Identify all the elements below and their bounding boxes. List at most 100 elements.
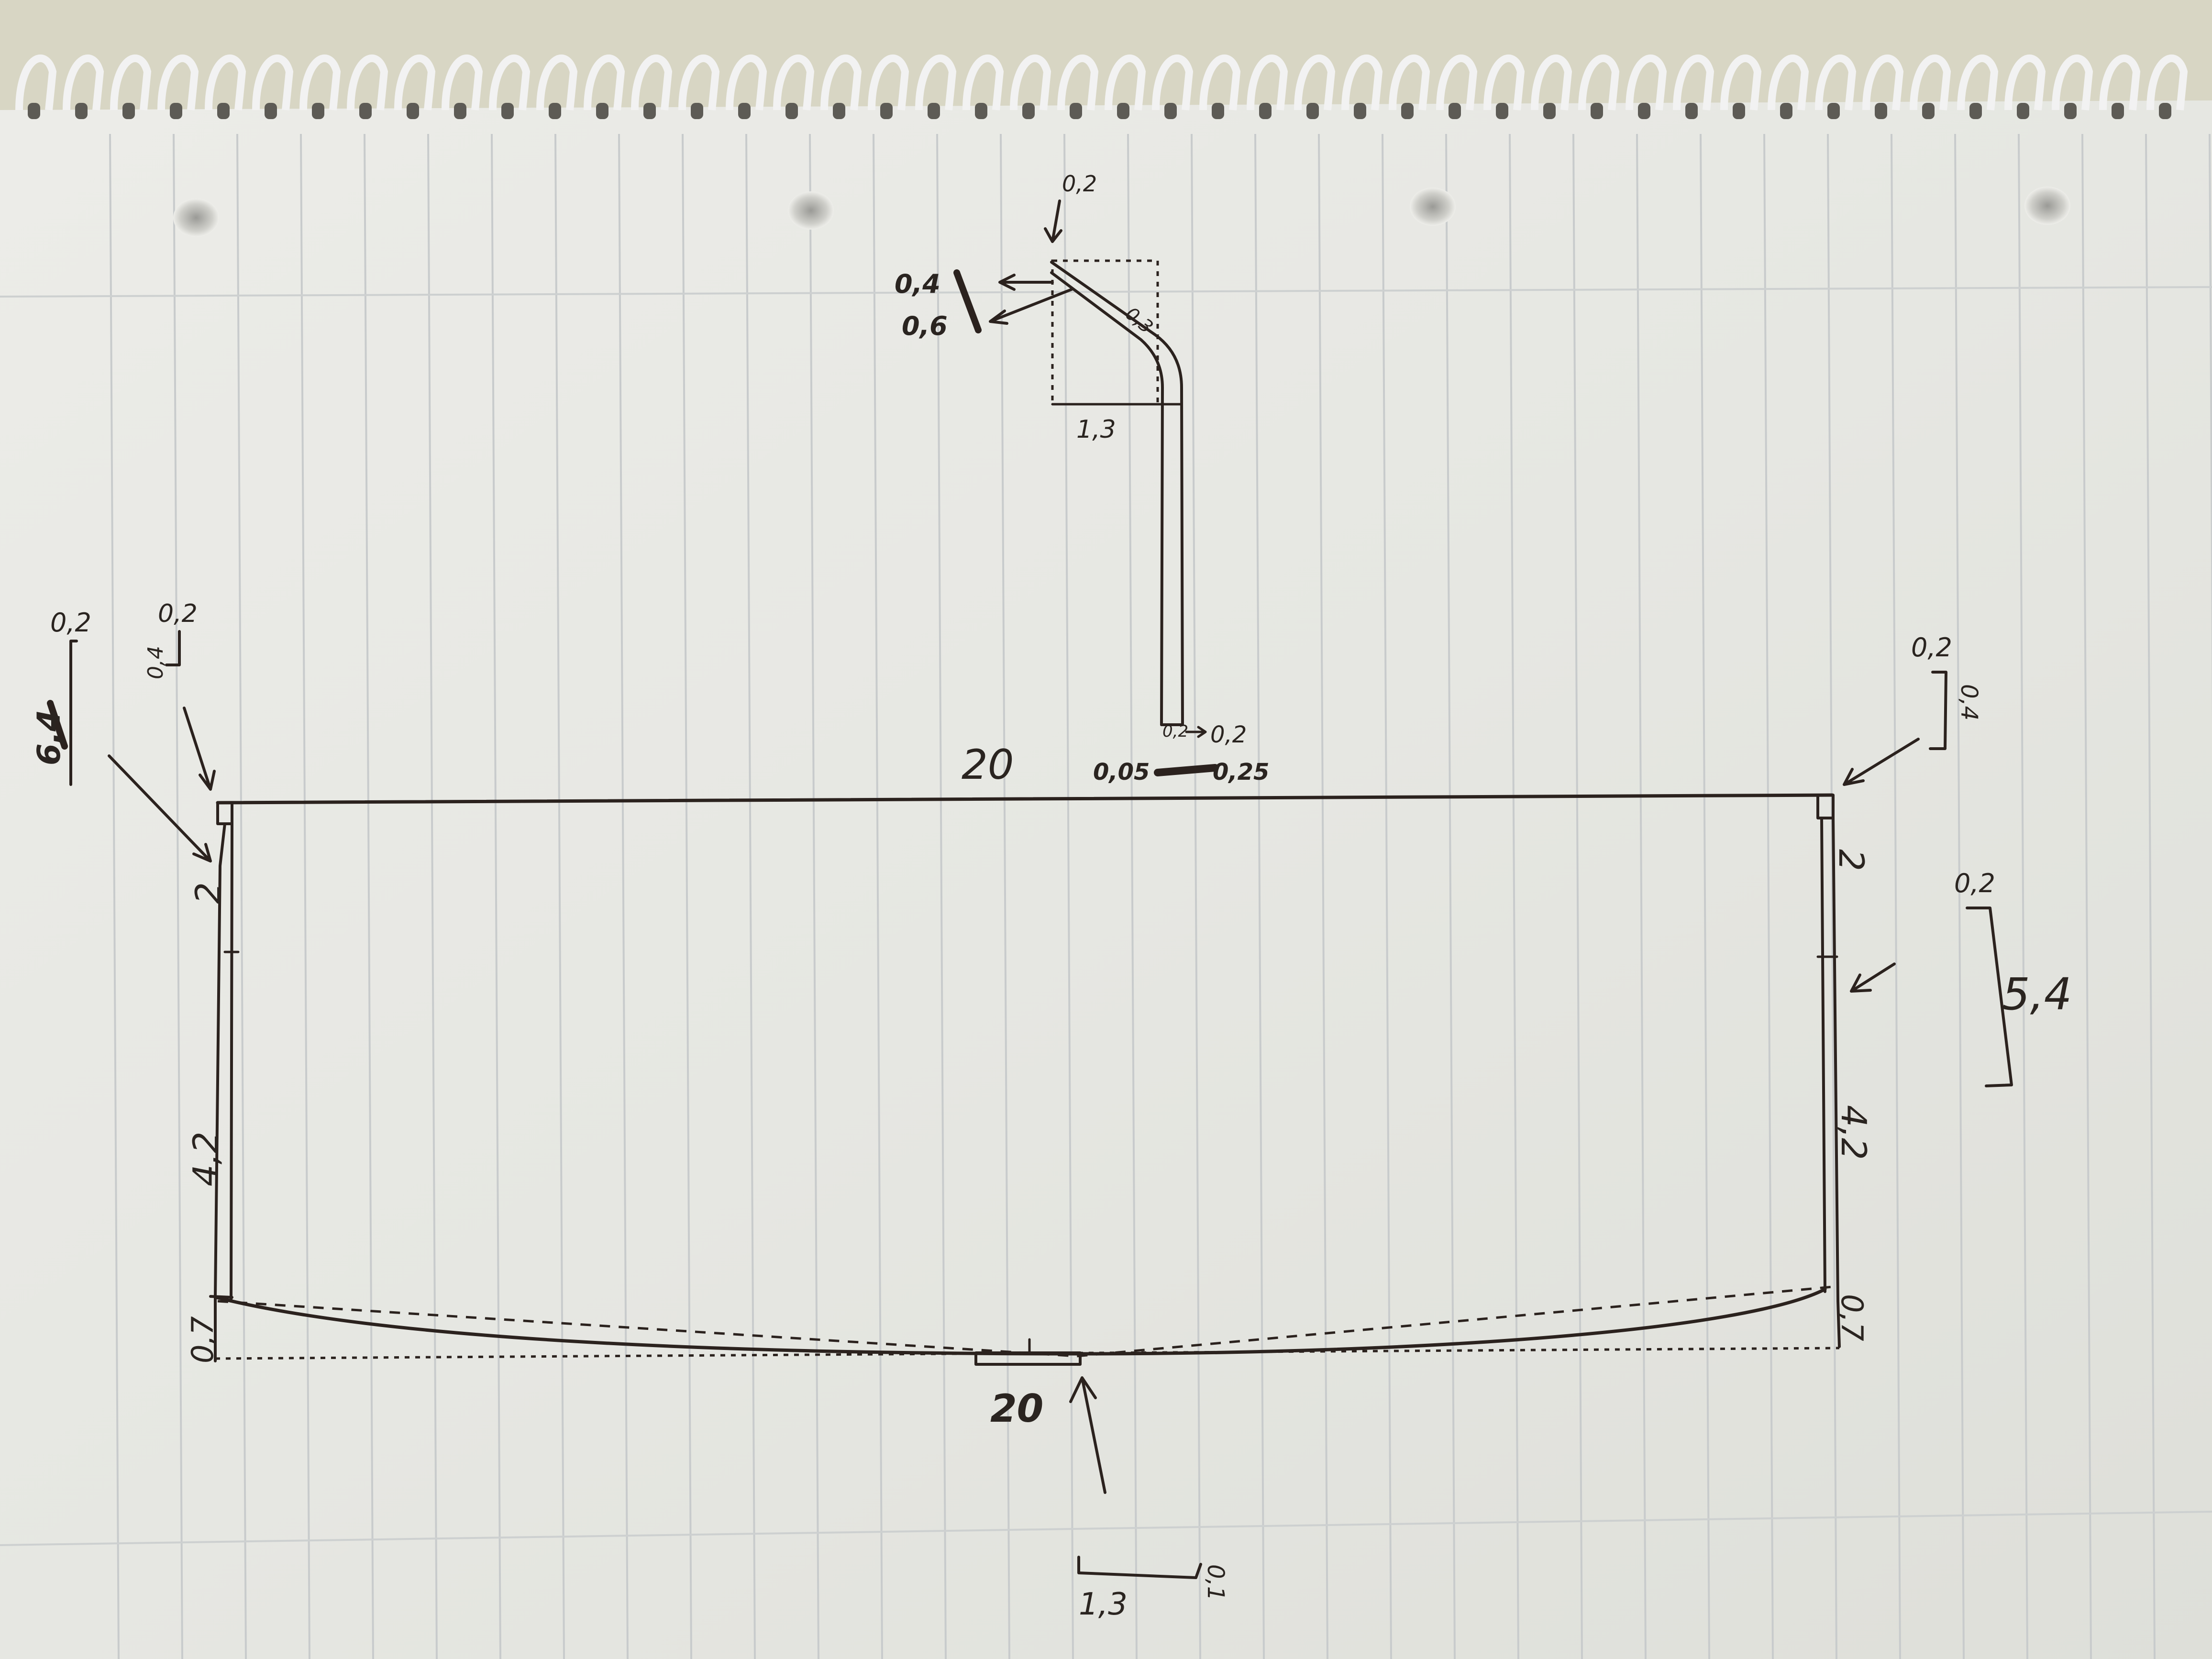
ruled-line bbox=[618, 133, 629, 1659]
label-bottom-detail-width: 1,3 bbox=[1079, 1587, 1128, 1622]
spiral-coil bbox=[2099, 55, 2141, 111]
binding-hole bbox=[2159, 103, 2171, 119]
spiral-coil bbox=[1389, 55, 1430, 111]
spiral-coil bbox=[678, 55, 720, 111]
spiral-coil bbox=[157, 55, 199, 111]
binding-hole bbox=[785, 103, 798, 119]
binding-hole bbox=[2064, 103, 2077, 119]
spiral-coil bbox=[1436, 55, 1478, 111]
spiral-coil bbox=[1341, 55, 1383, 111]
binding-hole bbox=[2112, 103, 2124, 119]
clip-foot-arrow bbox=[1185, 726, 1207, 738]
punch-hole bbox=[173, 199, 219, 237]
binding-hole bbox=[643, 103, 656, 119]
spiral-coil bbox=[299, 55, 341, 111]
binding-hole bbox=[1733, 103, 1745, 119]
binding-hole bbox=[1496, 103, 1508, 119]
label-right-small-height: 0,4 bbox=[1956, 684, 1982, 720]
binding-hole bbox=[312, 103, 324, 119]
label-clip-top: 0,2 bbox=[1062, 171, 1097, 197]
bottom-arrow bbox=[1069, 1376, 1106, 1494]
spiral-coil bbox=[1010, 55, 1051, 111]
ruled-line bbox=[300, 133, 310, 1659]
binding-hole bbox=[691, 103, 703, 119]
clip-profile bbox=[47, 199, 1219, 776]
binding-hole bbox=[454, 103, 466, 119]
ruled-line bbox=[2145, 133, 2156, 1659]
binding-hole bbox=[122, 103, 135, 119]
dashed-bottom bbox=[217, 1285, 1833, 1358]
spiral-coil bbox=[489, 55, 531, 111]
spiral-coil bbox=[868, 55, 909, 111]
label-clip-foot-right: 0,2 bbox=[1210, 721, 1247, 748]
bottom-center-piece bbox=[974, 1351, 1082, 1366]
label-right-detail-height: 5,4 bbox=[2002, 969, 2072, 1020]
left-wall-base bbox=[209, 1295, 233, 1299]
ruled-line bbox=[1318, 133, 1328, 1659]
binding-hole bbox=[549, 103, 561, 119]
label-left-bottom-gap: 0,7 bbox=[185, 1316, 220, 1363]
label-clip-outer-1: 0,4 bbox=[895, 269, 940, 299]
ruled-line bbox=[1382, 133, 1392, 1659]
spiral-coil bbox=[1057, 55, 1099, 111]
spiral-coil bbox=[2052, 55, 2093, 111]
label-top-width: 20 bbox=[962, 741, 1014, 789]
ruled-line bbox=[1827, 133, 1837, 1659]
paper-sheet bbox=[0, 100, 2212, 1659]
ruled-line bbox=[1509, 133, 1519, 1659]
spiral-coil bbox=[1105, 55, 1146, 111]
label-left-wall-lower: 4,2 bbox=[186, 1131, 226, 1186]
label-right-wall-lower: 4,2 bbox=[1834, 1105, 1874, 1160]
notebook-page bbox=[0, 100, 2212, 1659]
spiral-coil bbox=[252, 55, 294, 111]
spiral-coil bbox=[1862, 55, 1904, 111]
binding-hole bbox=[1969, 103, 1982, 119]
binding-hole bbox=[1685, 103, 1698, 119]
ruled-line bbox=[1700, 133, 1710, 1659]
binding-hole bbox=[1780, 103, 1792, 119]
binding-hole bbox=[596, 103, 608, 119]
spiral-coil bbox=[394, 55, 436, 111]
spiral-coil bbox=[1152, 55, 1194, 111]
binding-hole bbox=[1638, 103, 1650, 119]
ruled-line bbox=[1572, 133, 1583, 1659]
binding-hole bbox=[217, 103, 230, 119]
left-wall-inner bbox=[230, 822, 233, 1303]
label-clip-foot-bottom: 0,25 bbox=[1213, 759, 1269, 785]
left-small-bracket bbox=[165, 630, 181, 666]
spiral-coil bbox=[2004, 55, 2046, 111]
binding-hole bbox=[928, 103, 940, 119]
ruled-line bbox=[1000, 133, 1010, 1659]
spiral-coil bbox=[347, 55, 388, 111]
spiral-coil bbox=[962, 55, 1004, 111]
scribble-mark bbox=[47, 700, 68, 750]
ruled-line bbox=[745, 133, 756, 1659]
label-right-bottom-gap: 0,7 bbox=[1835, 1294, 1869, 1341]
label-left-small-height: 0,4 bbox=[144, 646, 168, 679]
label-clip-angle: 0,2 bbox=[1162, 722, 1188, 741]
ruled-line bbox=[682, 133, 692, 1659]
binding-hole bbox=[407, 103, 419, 119]
spiral-coil bbox=[820, 55, 862, 111]
punch-holes bbox=[173, 187, 2070, 237]
binding-hole bbox=[359, 103, 372, 119]
spiral-coil bbox=[1199, 55, 1241, 111]
ruled-line bbox=[936, 133, 947, 1659]
left-arrow-1 bbox=[108, 754, 212, 863]
spiral-coil bbox=[1626, 55, 1667, 111]
binding-hole bbox=[1022, 103, 1035, 119]
ruled-line bbox=[173, 133, 183, 1659]
spiral-coil bbox=[726, 55, 767, 111]
ruled-line bbox=[1954, 133, 1965, 1659]
page-fold-line bbox=[0, 1511, 2212, 1546]
spiral-binding bbox=[15, 55, 2188, 119]
spiral-coil bbox=[1673, 55, 1714, 111]
binding-hole bbox=[1306, 103, 1319, 119]
spiral-coil bbox=[1815, 55, 1857, 111]
right-arrow-1 bbox=[1843, 738, 1920, 786]
left-wall-outer bbox=[214, 822, 226, 1298]
spiral-coil bbox=[2146, 55, 2188, 111]
punch-hole bbox=[2024, 187, 2070, 225]
scribble-mark bbox=[953, 269, 982, 333]
